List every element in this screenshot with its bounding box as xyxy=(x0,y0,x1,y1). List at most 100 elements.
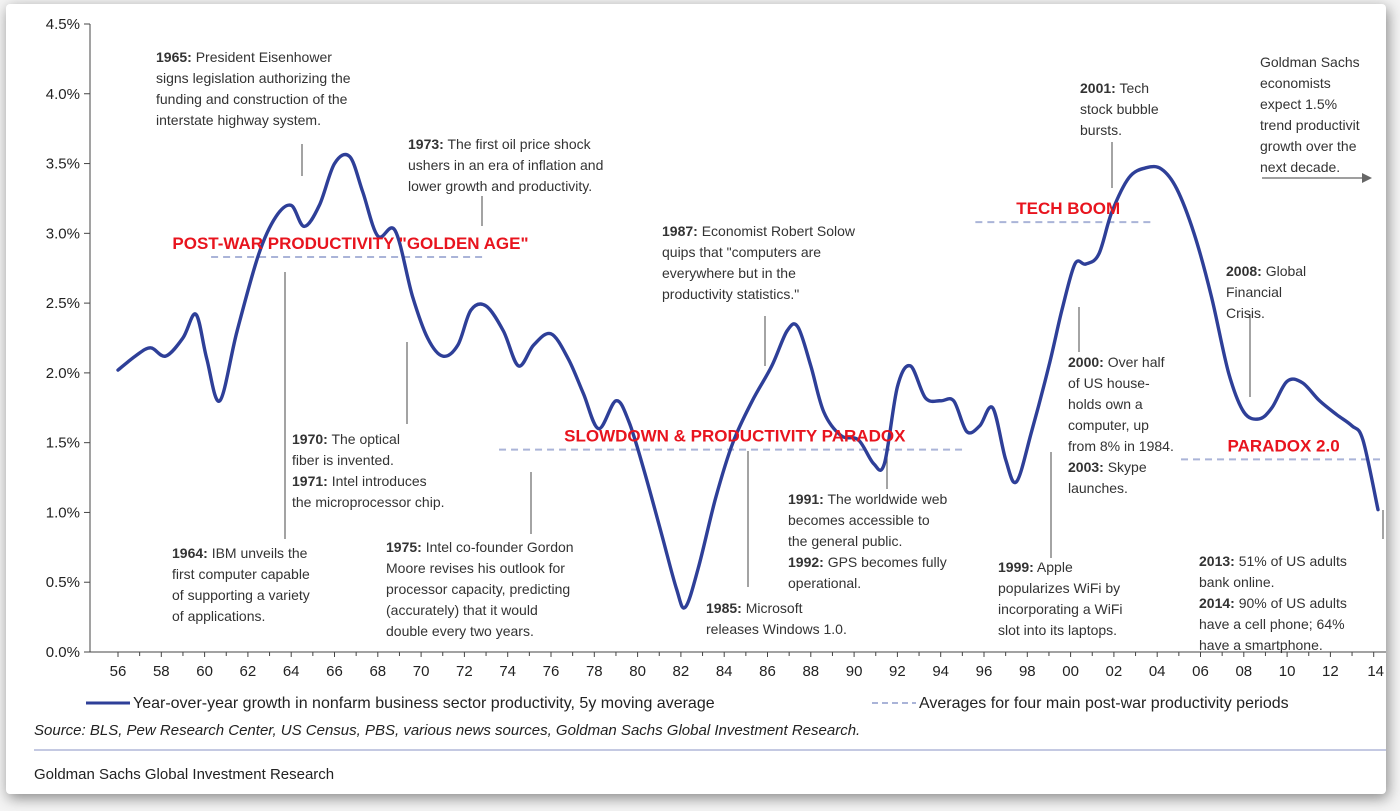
annotation-text: 1991: The worldwide web becomes accessibl… xyxy=(788,491,947,591)
x-tick-label: 64 xyxy=(283,663,300,680)
x-tick-label: 56 xyxy=(110,663,127,680)
annotation-line: expect 1.5% xyxy=(1260,96,1337,112)
annotation-text: 1964: IBM unveils the first computer capa… xyxy=(172,545,310,624)
productivity-chart: 0.0% 0.5% 1.0% 1.5% 2.0% 2.5% 3.0% 3.5% 4.0% 4.5%… xyxy=(34,16,1386,783)
annotation-text: 1965: President Eisenhower signs legislat… xyxy=(156,49,351,128)
annotation-line: from 8% in 1984. xyxy=(1068,438,1174,454)
x-tick-label: 06 xyxy=(1192,663,1209,680)
annotation-year: 1965: xyxy=(156,49,192,65)
series-lines xyxy=(116,152,1380,610)
annotation-year: 2013: xyxy=(1199,553,1235,569)
annotation-year: 1973: xyxy=(408,136,444,152)
annotation-line: 2013: 51% of US adults xyxy=(1199,553,1347,569)
period-label: PARADOX 2.0 xyxy=(1228,436,1340,455)
annotation-line: Moore revises his outlook for xyxy=(386,560,565,576)
annotation-text: 2001: Tech stock bubble bursts. xyxy=(1080,80,1159,138)
annotation-line: processor capacity, predicting xyxy=(386,581,570,597)
period-label: SLOWDOWN & PRODUCTIVITY PARADOX xyxy=(564,427,906,446)
period-labels: POST-WAR PRODUCTIVITY "GOLDEN AGE" SLOWDO… xyxy=(172,199,1339,455)
annotation-line: slot into its laptops. xyxy=(998,622,1117,638)
x-tick-label: 04 xyxy=(1149,663,1166,680)
annotation-pointers xyxy=(284,142,1384,587)
x-tick-label: 94 xyxy=(932,663,949,680)
annotation-line: computer, up xyxy=(1068,417,1149,433)
footer-credit: Goldman Sachs Global Investment Research xyxy=(34,766,334,783)
annotation-line: quips that "computers are xyxy=(662,244,821,260)
legend: Year-over-year growth in nonfarm busines… xyxy=(86,695,1289,712)
annotation-year: 2003: xyxy=(1068,459,1104,475)
annotation-line: Goldman Sachs xyxy=(1260,54,1360,70)
annotation-text: 1999: Apple popularizes WiFi by incorporat… xyxy=(998,559,1123,638)
annotation-line: operational. xyxy=(788,575,861,591)
annotation-year: 2000: xyxy=(1068,354,1104,370)
annotation-year: 1987: xyxy=(662,223,698,239)
annotation-line: fiber is invented. xyxy=(292,452,394,468)
annotation-line: trend productivit xyxy=(1260,117,1360,133)
x-tick-label: 12 xyxy=(1322,663,1339,680)
annotation-line: double every two years. xyxy=(386,623,534,639)
y-tick-label: 1.0% xyxy=(46,504,80,521)
annotation-line: (accurately) that it would xyxy=(386,602,538,618)
x-tick-label: 76 xyxy=(543,663,560,680)
annotation-line: 2014: 90% of US adults xyxy=(1199,595,1347,611)
x-tick-label: 14 xyxy=(1367,663,1384,680)
annotation-line: 2003: Skype xyxy=(1068,459,1147,475)
annotation-line: Crisis. xyxy=(1226,305,1265,321)
annotation-line: first computer capable xyxy=(172,566,310,582)
annotation-line: Financial xyxy=(1226,284,1282,300)
annotation-line: 1970: The optical xyxy=(292,431,400,447)
annotation-line: launches. xyxy=(1068,480,1128,496)
source-note: Source: BLS, Pew Research Center, US Cen… xyxy=(34,722,860,739)
x-tick-label: 98 xyxy=(1019,663,1036,680)
annotation-line: holds own a xyxy=(1068,396,1143,412)
productivity-series-line xyxy=(116,152,1380,610)
x-tick-label: 92 xyxy=(889,663,906,680)
annotation-line: 1991: The worldwide web xyxy=(788,491,947,507)
period-label: POST-WAR PRODUCTIVITY "GOLDEN AGE" xyxy=(172,234,528,253)
annotation-year: 2008: xyxy=(1226,263,1262,279)
x-tick-label: 86 xyxy=(759,663,776,680)
annotation-line: 1999: Apple xyxy=(998,559,1073,575)
annotation-year: 1964: xyxy=(172,545,208,561)
annotation-line: releases Windows 1.0. xyxy=(706,621,847,637)
legend-series-label: Year-over-year growth in nonfarm busines… xyxy=(133,695,715,712)
annotation-year: 1991: xyxy=(788,491,824,507)
x-tick-label: 88 xyxy=(802,663,819,680)
annotation-year: 1971: xyxy=(292,473,328,489)
y-tick-label: 2.5% xyxy=(46,295,80,312)
x-tick-label: 70 xyxy=(413,663,430,680)
annotation-line: 1971: Intel introduces xyxy=(292,473,427,489)
annotation-line: 1987: Economist Robert Solow xyxy=(662,223,856,239)
y-tick-label: 3.5% xyxy=(46,156,80,173)
x-tick-label: 02 xyxy=(1106,663,1123,680)
annotation-line: bursts. xyxy=(1080,122,1122,138)
annotation-year: 2014: xyxy=(1199,595,1235,611)
x-tick-label: 78 xyxy=(586,663,603,680)
annotation-year: 1992: xyxy=(788,554,824,570)
annotation-line: 1973: The first oil price shock xyxy=(408,136,592,152)
annotation-text: 2000: Over half of US house-holds own a co… xyxy=(1068,354,1174,496)
annotation-text: 1970: The optical fiber is invented. 1971:… xyxy=(292,431,445,510)
annotation-line: 1964: IBM unveils the xyxy=(172,545,308,561)
annotation-line: becomes accessible to xyxy=(788,512,930,528)
annotation-line: 2008: Global xyxy=(1226,263,1306,279)
chart-card: 0.0% 0.5% 1.0% 1.5% 2.0% 2.5% 3.0% 3.5% 4.0% 4.5%… xyxy=(6,4,1386,794)
annotation-year: 1985: xyxy=(706,600,742,616)
y-tick-label: 2.0% xyxy=(46,365,80,382)
annotation-line: funding and construction of the xyxy=(156,91,348,107)
annotation-year: 1975: xyxy=(386,539,422,555)
annotation-year: 1970: xyxy=(292,431,328,447)
annotation-line: stock bubble xyxy=(1080,101,1159,117)
annotation-text: 2008: Global Financial Crisis. xyxy=(1226,263,1306,321)
annotation-line: the general public. xyxy=(788,533,902,549)
annotation-text: 1985: Microsoft releases Windows 1.0. xyxy=(706,600,847,637)
annotation-line: of supporting a variety xyxy=(172,587,310,603)
annotation-text: Goldman Sachs economists expect 1.5% trend … xyxy=(1260,54,1360,175)
annotation-line: 2001: Tech xyxy=(1080,80,1149,96)
x-tick-label: 68 xyxy=(369,663,386,680)
x-tick-label: 72 xyxy=(456,663,473,680)
annotation-line: of US house- xyxy=(1068,375,1150,391)
x-tick-label: 00 xyxy=(1062,663,1079,680)
forecast-arrowhead xyxy=(1362,173,1372,183)
annotation-text: 1973: The first oil price shock ushers in… xyxy=(408,136,603,194)
